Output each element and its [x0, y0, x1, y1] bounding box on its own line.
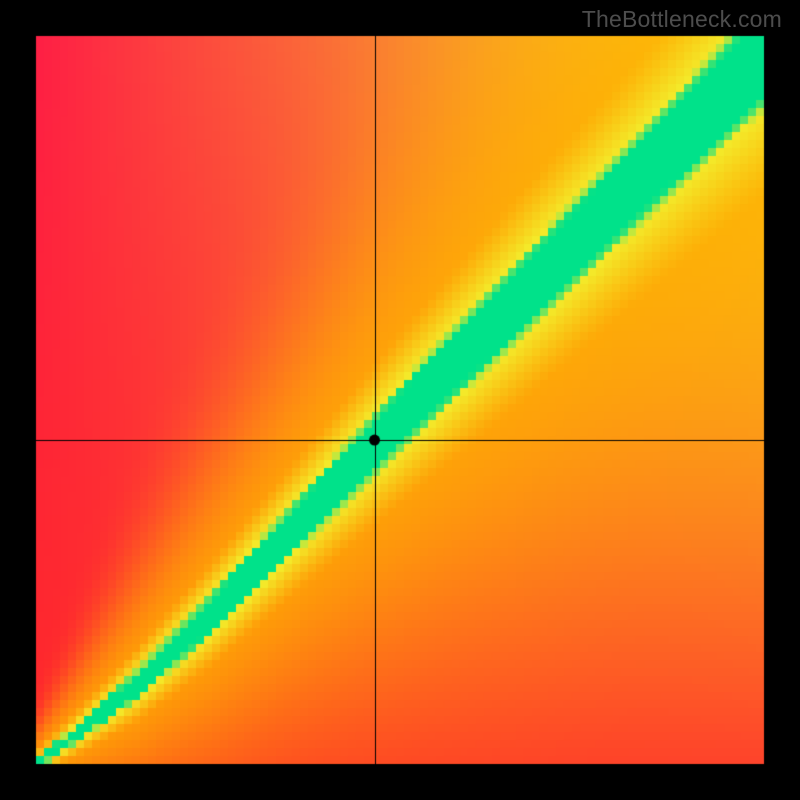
bottleneck-heatmap — [0, 0, 800, 800]
chart-container: TheBottleneck.com — [0, 0, 800, 800]
watermark-text: TheBottleneck.com — [582, 6, 782, 33]
